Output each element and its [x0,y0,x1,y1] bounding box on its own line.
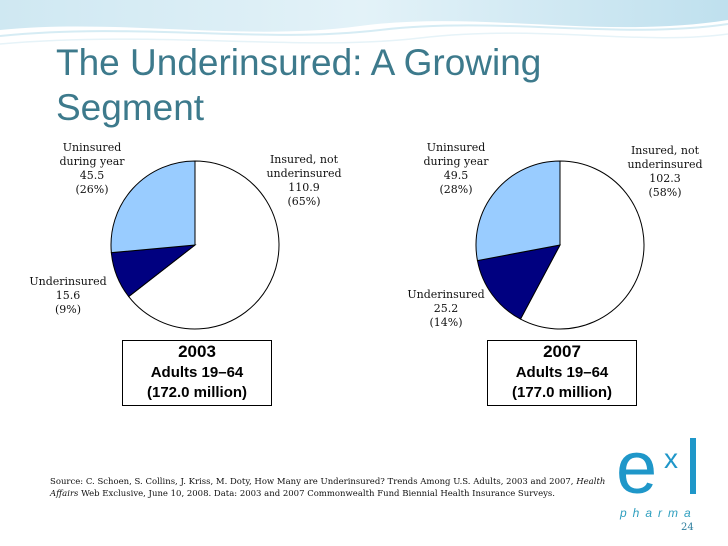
caption-box-2003: 2003 Adults 19–64 (172.0 million) [122,340,272,406]
pie-slice-insured-2003 [127,160,280,330]
pie-slice-insured-2007 [519,160,645,330]
label-insured-2003: Insured, not underinsured 110.9 (65%) [266,153,342,208]
caption-box-2007: 2007 Adults 19–64 (177.0 million) [487,340,637,406]
label-insured-2007: Insured, not underinsured 102.3 (58%) [627,144,703,199]
pie-slice-uninsured-2007 [475,160,561,262]
logo-x: x [664,443,678,474]
chart-total-2003: (172.0 million) [146,384,248,401]
logo-bar [690,438,696,494]
logo-e: e [616,426,658,509]
pie-chart-2007 [475,160,645,330]
logo-pharma: pharma [620,506,697,520]
label-underinsured-2003: Underinsured 15.6 (9%) [29,275,107,316]
label-uninsured-2007: Uninsured during year 49.5 (28%) [423,141,489,196]
source-citation: Source: C. Schoen, S. Collins, J. Kriss,… [50,477,606,499]
chart-population-2007: Adults 19–64 [515,364,609,381]
expharma-logo: e x pharma [612,428,712,528]
chart-year-2007: 2007 [543,342,581,361]
pie-chart-2003 [110,160,280,330]
page-number: 24 [681,522,694,533]
pie-slice-uninsured-2003 [110,160,196,254]
chart-year-2003: 2003 [178,342,216,361]
label-underinsured-2007: Underinsured 25.2 (14%) [407,288,485,329]
chart-population-2003: Adults 19–64 [150,364,244,381]
header-band [0,0,728,80]
chart-total-2007: (177.0 million) [511,384,613,401]
slide-title: The Underinsured: A Growing Segment [56,42,542,128]
label-uninsured-2003: Uninsured during year 45.5 (26%) [59,141,125,196]
pie-slice-underinsured-2007 [476,244,561,320]
